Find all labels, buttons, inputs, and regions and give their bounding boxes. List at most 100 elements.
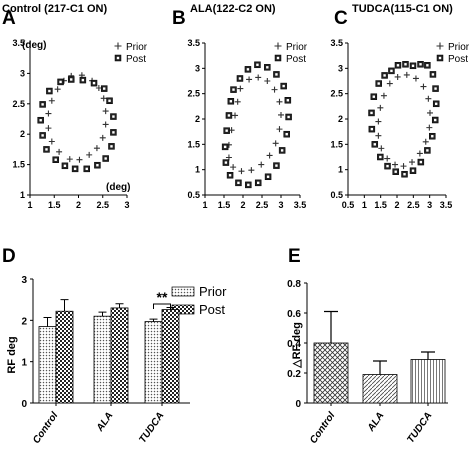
- scatter-point-prior: [264, 78, 271, 84]
- panel-e-y-tick-label: 0.8: [287, 279, 301, 290]
- scatter-point-center: [426, 149, 429, 152]
- panel-e-y-tick-label: 0.4: [287, 339, 301, 350]
- panel-d-significance-label: **: [157, 289, 168, 305]
- panel-d-legend-post-label: Post: [199, 302, 225, 317]
- scatter-point-prior: [425, 95, 432, 102]
- panel-d-category-label: Control: [31, 410, 61, 446]
- scatter-point-prior: [375, 132, 382, 139]
- panel-c-legend: Prior Post: [436, 42, 470, 65]
- scatter-point-center: [275, 164, 278, 167]
- scatter-point-center: [404, 63, 407, 66]
- panel-c-x-tick-label: 1: [362, 200, 367, 210]
- scatter-point-center: [112, 131, 115, 134]
- scatter-point-post: [283, 130, 290, 138]
- scatter-point-prior: [93, 145, 100, 152]
- panel-c-series-post: [368, 61, 440, 178]
- panel-b-x-tick-label: 1.5: [218, 200, 231, 210]
- panel-b-x-tick-label: 1: [202, 200, 207, 210]
- panel-c-x-tick-label: 2: [394, 200, 399, 210]
- bar-prior-ala: [93, 315, 112, 404]
- panel-a-x-tick-label: 2.5: [96, 200, 109, 210]
- panel-b-y-tick-label: 0.5: [187, 190, 200, 200]
- scatter-point-prior: [54, 86, 61, 93]
- scatter-point-prior: [100, 95, 107, 102]
- scatter-point-prior: [276, 98, 283, 105]
- scatter-point-post: [108, 143, 115, 150]
- panel-c-y-tick-label: 3.5: [330, 38, 343, 48]
- scatter-point-center: [96, 164, 99, 167]
- panel-letter-a: A: [2, 8, 16, 29]
- scatter-point-center: [256, 63, 259, 66]
- scatter-point-prior: [76, 156, 83, 163]
- panel-a-x-tick-label: 2: [76, 200, 81, 210]
- scatter-point-post: [52, 156, 59, 163]
- panel-c-legend-post-marker: [436, 54, 444, 62]
- panel-b-y-tick-label: 2: [195, 114, 200, 124]
- scatter-point-post: [83, 165, 90, 173]
- scatter-point-post: [71, 165, 79, 173]
- panel-c-legend-prior-label: Prior: [448, 42, 470, 53]
- scatter-point-center: [370, 111, 373, 115]
- panel-c-y-tick-label: 1.5: [330, 139, 343, 149]
- scatter-point-post: [375, 80, 382, 87]
- scatter-point-prior: [271, 86, 278, 93]
- scatter-point-center: [81, 78, 85, 82]
- scatter-point-post: [401, 170, 408, 178]
- scatter-point-post: [429, 71, 437, 78]
- scatter-point-prior: [426, 124, 433, 131]
- panel-b-legend-prior-marker: [274, 42, 282, 50]
- scatter-point-prior: [266, 152, 273, 159]
- scatter-point-post: [417, 158, 425, 166]
- scatter-point-center: [275, 73, 278, 76]
- panel-a-x-tick-label: 1: [27, 200, 32, 210]
- scatter-point-prior: [380, 92, 387, 99]
- scatter-point-center: [70, 78, 73, 81]
- scatter-point-center: [41, 134, 44, 137]
- scatter-point-post: [370, 93, 378, 100]
- scatter-point-post: [280, 82, 287, 90]
- panel-d-y-tick-label: 2: [21, 316, 27, 327]
- panel-a-legend: Prior Post: [114, 42, 148, 65]
- scatter-point-post: [37, 116, 44, 124]
- scatter-point-post: [102, 155, 109, 162]
- scatter-point-center: [63, 164, 67, 168]
- panel-a-plot: 1 1.5 2 2.5 3 1 1.5 2 2.5 3 3.5: [12, 38, 129, 210]
- scatter-point-center: [372, 95, 376, 98]
- scatter-point-prior: [45, 125, 52, 132]
- scatter-point-prior: [66, 156, 73, 163]
- scatter-point-prior: [386, 80, 393, 87]
- scatter-point-prior: [230, 164, 237, 171]
- panel-b-y-tick-label: 2.5: [187, 89, 200, 99]
- scatter-point-post: [368, 109, 375, 117]
- scatter-point-post: [67, 76, 75, 83]
- panel-d-legend: Prior Post: [171, 284, 227, 317]
- scatter-point-post: [417, 61, 424, 68]
- scatter-point-center: [112, 115, 115, 118]
- panel-letter-e: E: [288, 246, 301, 267]
- scatter-point-center: [394, 170, 397, 173]
- error-bar-prior-tudca: [149, 318, 158, 322]
- scatter-point-post: [94, 161, 101, 169]
- scatter-point-prior: [48, 97, 55, 104]
- panel-b-title: ALA(122-C2 ON): [190, 3, 276, 15]
- error-bar-prior-ala: [98, 311, 107, 317]
- scatter-point-prior: [86, 151, 93, 158]
- scatter-point-post: [402, 61, 409, 68]
- panel-d-y-tick-label: 0: [21, 399, 27, 410]
- panel-a-ylabel: (deg): [22, 40, 46, 51]
- scatter-point-center: [59, 80, 62, 84]
- scatter-point-prior: [238, 168, 245, 175]
- scatter-point-prior: [403, 71, 410, 78]
- scatter-point-post: [230, 86, 237, 93]
- scatter-point-prior: [232, 112, 239, 119]
- scatter-point-center: [225, 129, 228, 132]
- panel-letter-d: D: [2, 246, 16, 267]
- panel-b-x-tick-label: 2: [240, 200, 245, 210]
- scatter-point-center: [370, 127, 374, 131]
- scatter-point-center: [287, 115, 290, 119]
- panel-b-series-post: [221, 61, 292, 189]
- scatter-point-center: [73, 167, 77, 171]
- scatter-point-center: [266, 175, 270, 178]
- scatter-point-center: [54, 158, 57, 161]
- scatter-point-prior: [426, 109, 433, 116]
